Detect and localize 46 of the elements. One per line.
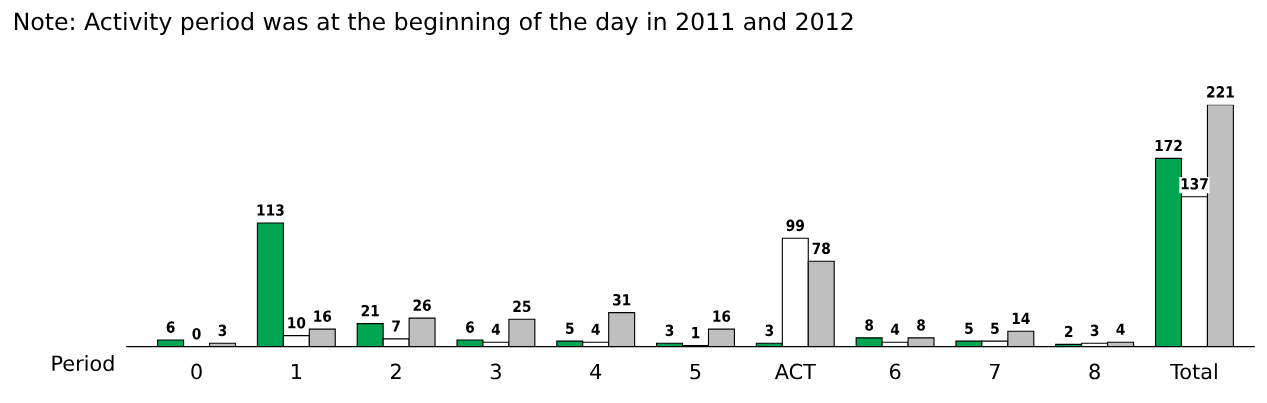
x-tick-label: Total [1170, 363, 1217, 380]
data-label: 172 [1155, 139, 1182, 152]
data-label: 4 [1116, 323, 1125, 335]
data-label: 5 [991, 322, 999, 334]
data-label: 3 [665, 324, 674, 337]
x-tick-label: ACT [774, 363, 816, 380]
data-label: 7 [392, 320, 400, 332]
x-tick-label: 2 [391, 363, 401, 380]
chart-title: Note: Activity period was at the beginning of the day in 2011 and 2012 [14, 12, 853, 35]
data-label: 99 [786, 219, 804, 232]
data-label: 5 [566, 322, 574, 334]
data-label: 0 [192, 327, 201, 340]
data-label: 21 [361, 304, 379, 317]
data-label: 137 [1181, 178, 1208, 190]
data-label: 25 [513, 300, 531, 313]
data-label: 6 [466, 321, 475, 333]
x-tick-label: 5 [690, 363, 701, 380]
x-tick-label: 6 [889, 363, 901, 380]
x-tick-label: 0 [191, 363, 202, 380]
x-tick-label: 1 [292, 363, 302, 380]
data-label: 4 [591, 323, 600, 335]
data-label: 4 [890, 323, 900, 335]
data-label: 1 [692, 327, 700, 339]
data-label: 16 [314, 310, 332, 322]
data-label: 14 [1012, 312, 1030, 324]
data-label: 221 [1207, 86, 1234, 98]
data-label: 8 [917, 319, 925, 331]
data-label: 6 [166, 321, 175, 333]
data-label: 78 [812, 242, 830, 255]
data-label: 26 [413, 299, 431, 312]
data-label: 8 [865, 319, 874, 331]
data-label: 3 [765, 324, 774, 337]
data-label: 2 [1065, 325, 1073, 338]
data-label: 10 [288, 316, 306, 329]
data-label: 5 [965, 322, 973, 334]
x-tick-label: 4 [590, 363, 602, 380]
x-tick-label: 7 [989, 363, 1000, 380]
data-label: 31 [613, 293, 631, 306]
data-label: 4 [491, 323, 501, 335]
x-axis-title: Period [52, 355, 114, 372]
data-label: 16 [713, 310, 731, 322]
data-label: 113 [257, 204, 284, 216]
data-label: 3 [1090, 324, 1099, 337]
data-label: 3 [218, 324, 227, 337]
x-tick-label: 8 [1089, 363, 1100, 380]
x-tick-label: 3 [490, 363, 501, 380]
